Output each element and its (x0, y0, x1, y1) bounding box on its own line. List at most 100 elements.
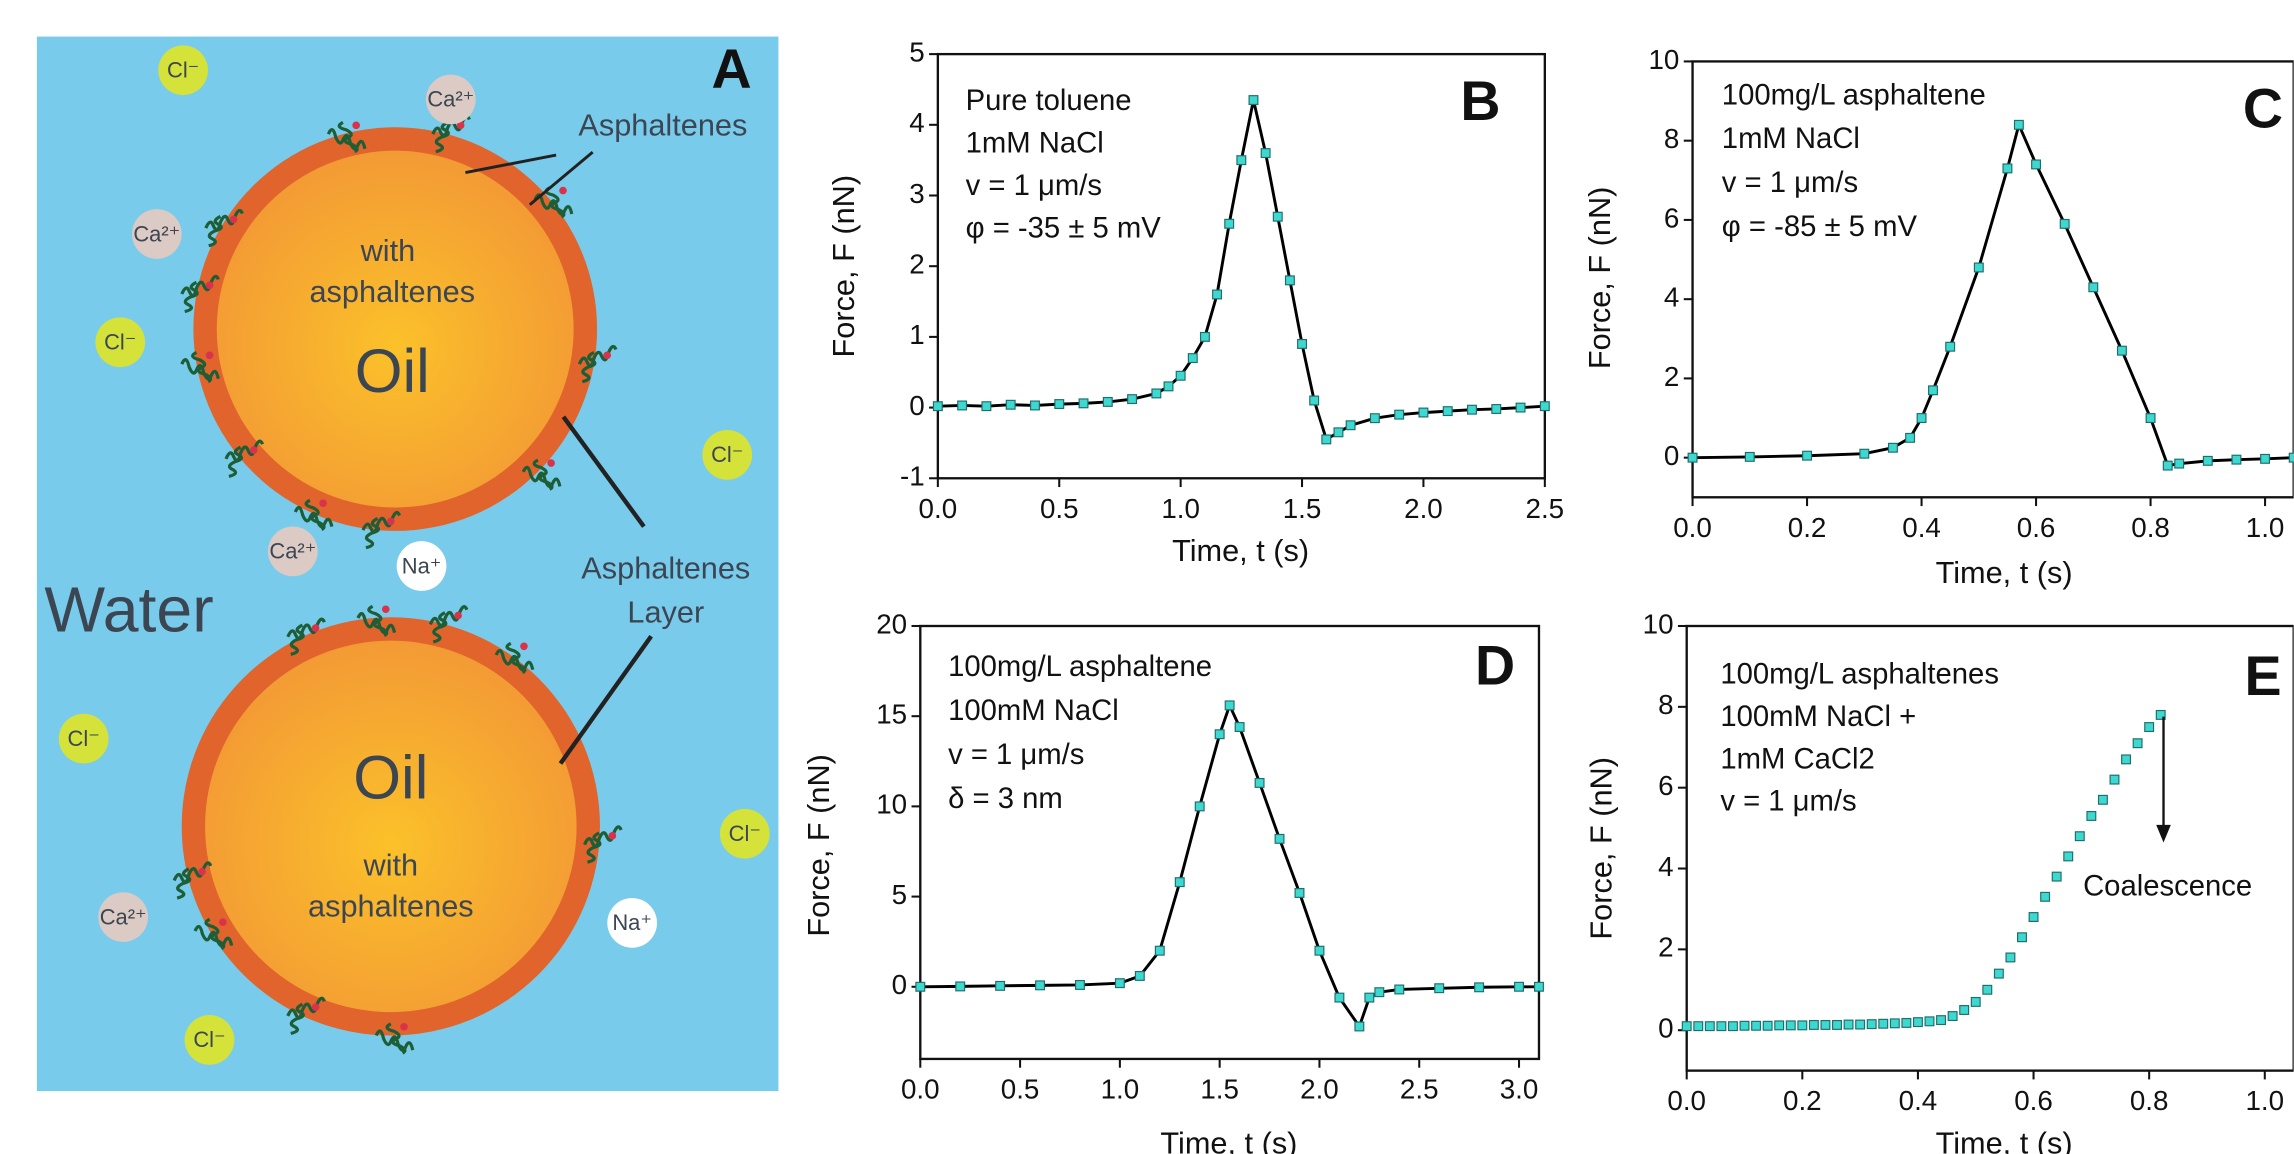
x-tick-label: 0.5 (1040, 493, 1079, 524)
y-tick-label: 4 (1664, 282, 1679, 313)
asphaltene (385, 1022, 407, 1055)
asphaltene (180, 274, 220, 298)
data-point (1797, 1020, 1808, 1031)
annotation: v = 1 μm/s (948, 739, 1084, 771)
x-tick-label: 0.6 (2014, 1085, 2053, 1116)
data-point (1878, 1018, 1889, 1029)
asphaltene (204, 208, 244, 232)
data-point (1820, 1019, 1831, 1030)
ion (607, 898, 658, 948)
polar-group (456, 121, 465, 130)
data-point (1236, 155, 1247, 166)
annotation: v = 1 μm/s (966, 170, 1102, 202)
data-point (2059, 218, 2070, 229)
ion-label: Cl⁻ (729, 821, 761, 846)
data-point (1284, 275, 1295, 286)
asphaltene (207, 215, 223, 248)
polar-group (547, 459, 555, 467)
y-tick-label: 1 (909, 319, 924, 350)
annotation: 1mM NaCl (966, 128, 1104, 160)
asphaltene (304, 498, 326, 532)
polar-group (205, 351, 214, 360)
x-tick-label: 0.5 (1001, 1073, 1040, 1104)
annotation: 100mg/L asphaltene (948, 651, 1212, 683)
panel-label: C (2243, 77, 2283, 139)
data-point (2086, 811, 2097, 821)
asphaltene (361, 510, 402, 534)
y-tick-label: 8 (1658, 689, 1673, 720)
data-point (1887, 442, 1898, 453)
data-point (2063, 851, 2074, 862)
x-tick-label: 2.5 (1526, 493, 1565, 524)
data-point (2109, 774, 2120, 785)
x-tick-label: 1.5 (1200, 1073, 1239, 1104)
y-tick-label: 20 (876, 608, 907, 639)
y-axis-label: Force, F (nN) (1583, 757, 1618, 940)
polar-group (219, 918, 227, 926)
ion-label: Cl⁻ (104, 330, 136, 355)
data-point (1866, 1019, 1877, 1030)
ion-label: Cl⁻ (711, 442, 743, 467)
polar-group (381, 605, 390, 614)
leader-line (561, 415, 646, 528)
asphaltene (183, 280, 199, 314)
ion-label: Na⁺ (612, 910, 652, 935)
chart-panel: 0 2 4 6 8 10 0.0 0.2 0.4 0.6 0.8 1.0 Time, t (s) Forc… (1582, 44, 2294, 590)
annotation: 100mM NaCl + (1720, 701, 1916, 733)
annotation: 1mM NaCl (1722, 123, 1860, 155)
data-point (1364, 992, 1375, 1003)
data-point (2051, 871, 2062, 882)
data-point (1534, 981, 1544, 992)
data-point (1175, 370, 1186, 381)
asphaltene (293, 506, 334, 529)
asphaltene (367, 604, 389, 638)
oil-core (205, 640, 577, 1013)
plot-frame (919, 624, 1541, 1061)
leader-line (558, 634, 653, 765)
data-point (957, 400, 968, 411)
annotation: δ = 3 nm (948, 783, 1063, 815)
data-point (1333, 427, 1344, 438)
asphaltene (224, 439, 265, 462)
ion (131, 209, 182, 259)
data-point (1394, 984, 1405, 995)
asphaltene (505, 641, 527, 675)
data-point (1808, 1019, 1819, 1030)
ion (98, 892, 149, 942)
data-point (1434, 983, 1445, 994)
data-point (1260, 148, 1271, 159)
label: asphaltenes (309, 274, 475, 309)
label: with (363, 847, 419, 882)
data-point (2162, 460, 2173, 471)
ion (396, 541, 447, 591)
asphaltene-molecules (172, 114, 623, 1055)
data-point (2013, 119, 2024, 130)
data-point (1843, 1019, 1854, 1030)
data-point (1151, 388, 1162, 399)
chart-panel: 0 5 10 15 20 0.0 0.5 1.0 1.5 2.0 2.5 3.0 Time, t (s)… (801, 608, 1544, 1154)
data-point (1901, 1017, 1912, 1028)
ion (95, 317, 146, 368)
data-point (1321, 434, 1332, 445)
asphaltene (337, 120, 359, 154)
data-point (1274, 833, 1285, 844)
y-tick-label: 5 (892, 879, 907, 910)
data-point (1905, 432, 1916, 443)
y-tick-label: 0 (909, 390, 924, 421)
data-point (2040, 891, 2051, 902)
data-point (1234, 722, 1245, 732)
label: Layer (627, 594, 704, 629)
data-point (1704, 1021, 1715, 1032)
panel-a: Cl⁻Ca²⁺Ca²⁺Cl⁻Cl⁻Ca²⁺Na⁺Cl⁻Cl⁻Ca²⁺ Na⁺Cl⁻… (36, 36, 779, 1092)
y-tick-label: 5 (909, 36, 924, 67)
polar-group (603, 351, 611, 360)
ion-label: Na⁺ (402, 553, 442, 578)
data-point (2155, 709, 2166, 720)
data-point (1945, 341, 1956, 352)
y-tick-label: 2 (1658, 932, 1673, 963)
chart-panel: -1 0 1 2 3 4 5 0.0 0.5 1.0 1.5 2.0 2.5 Time, t (s) For… (826, 36, 1564, 568)
fit-line (937, 99, 1545, 442)
asphaltene (180, 358, 220, 381)
data-point (1248, 95, 1259, 106)
polar-group (608, 832, 617, 840)
